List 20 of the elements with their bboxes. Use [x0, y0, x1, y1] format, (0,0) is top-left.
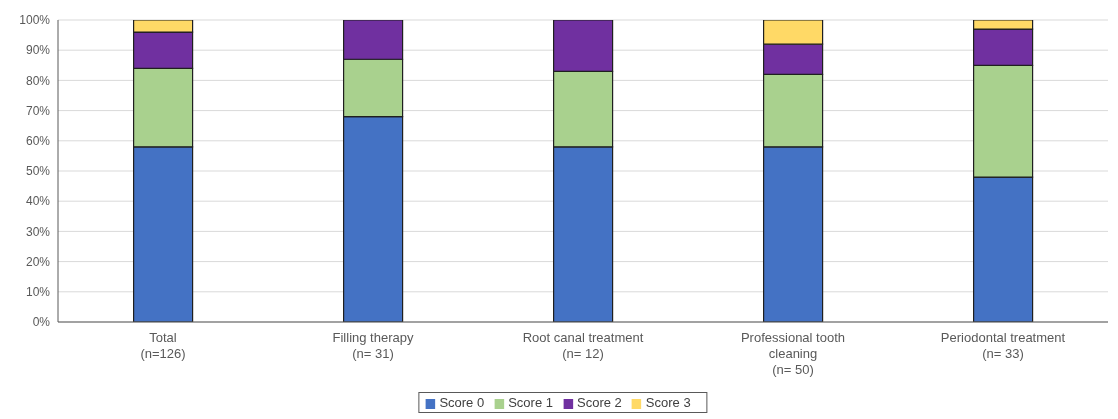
y-tick-label: 70% — [25, 103, 51, 118]
y-tick-label: 30% — [25, 224, 51, 239]
y-tick-label: 100% — [19, 13, 51, 28]
legend-label: Score 2 — [577, 395, 622, 410]
x-tick-label: Filling therapy (n= 31) — [332, 330, 414, 361]
y-tick-label: 0% — [32, 315, 51, 330]
legend-label: Score 3 — [645, 395, 691, 410]
x-tick-label: Total (n=126) — [140, 330, 186, 361]
y-tick-label: 20% — [25, 254, 51, 269]
legend-label: Score 0 — [439, 395, 485, 410]
y-tick-label: 60% — [25, 134, 51, 149]
x-tick-label: Root canal treatment (n= 12) — [522, 330, 644, 361]
y-tick-label: 10% — [25, 285, 51, 300]
x-tick-label: Professional tooth cleaning (n= 50) — [740, 330, 846, 377]
y-tick-label: 80% — [25, 73, 51, 88]
y-tick-label: 40% — [25, 194, 51, 209]
x-tick-label: Periodontal treatment (n= 33) — [940, 330, 1066, 361]
legend-label: Score 1 — [508, 395, 553, 410]
y-tick-label: 90% — [25, 43, 51, 58]
y-tick-label: 50% — [25, 164, 51, 179]
